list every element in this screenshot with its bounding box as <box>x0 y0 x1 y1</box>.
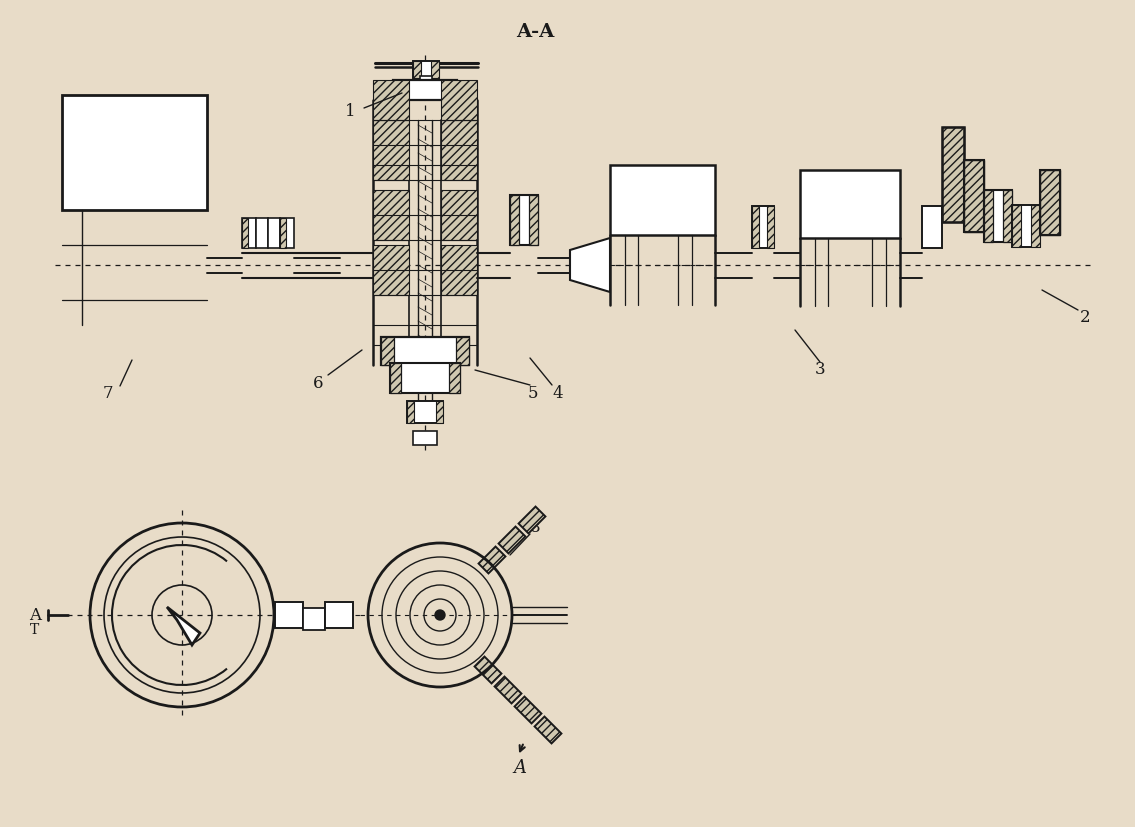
Bar <box>373 120 409 180</box>
Polygon shape <box>519 507 546 533</box>
Bar <box>447 80 457 100</box>
Bar <box>442 120 477 180</box>
Polygon shape <box>570 238 609 292</box>
Text: 4: 4 <box>553 385 563 401</box>
Bar <box>442 80 477 120</box>
Bar <box>767 206 774 248</box>
Bar <box>407 401 414 423</box>
Text: 6: 6 <box>313 375 323 391</box>
Bar <box>456 337 469 365</box>
Bar <box>922 206 942 248</box>
Bar <box>303 608 325 630</box>
Bar <box>420 76 432 88</box>
Polygon shape <box>514 696 541 724</box>
Bar <box>393 80 403 100</box>
Bar <box>1040 170 1060 235</box>
Circle shape <box>435 610 445 620</box>
Bar <box>1031 205 1040 247</box>
Polygon shape <box>535 716 562 743</box>
Bar <box>436 401 443 423</box>
Text: 5: 5 <box>528 385 538 401</box>
Bar <box>964 160 984 232</box>
Bar <box>413 61 439 78</box>
Text: T: T <box>31 623 40 637</box>
Polygon shape <box>479 547 505 573</box>
Bar <box>257 218 268 248</box>
Bar <box>442 245 477 295</box>
Bar <box>325 602 353 628</box>
Text: 7: 7 <box>102 385 114 401</box>
Bar <box>407 401 443 423</box>
Bar <box>431 61 439 78</box>
Bar <box>942 127 964 222</box>
Bar <box>984 190 1012 242</box>
Bar <box>390 363 401 393</box>
Bar <box>510 195 519 245</box>
Bar <box>381 337 469 365</box>
Bar <box>413 61 421 78</box>
Bar <box>393 80 457 100</box>
Text: 2: 2 <box>1079 309 1091 327</box>
Bar <box>942 127 964 222</box>
Bar <box>390 363 460 393</box>
Bar <box>529 195 538 245</box>
Bar <box>62 95 207 210</box>
Text: A-A: A-A <box>516 23 554 41</box>
Bar <box>449 363 460 393</box>
Bar <box>1003 190 1012 242</box>
Polygon shape <box>498 527 526 553</box>
Polygon shape <box>474 657 502 683</box>
Text: 3: 3 <box>815 361 825 379</box>
Bar <box>373 245 409 295</box>
Bar <box>442 190 477 240</box>
Bar <box>609 165 715 235</box>
Bar <box>753 206 759 248</box>
Bar <box>280 218 294 248</box>
Bar <box>381 337 394 365</box>
Bar <box>984 190 993 242</box>
Text: A: A <box>513 759 527 777</box>
Text: 8: 8 <box>530 519 540 536</box>
Bar <box>1012 205 1040 247</box>
Bar <box>268 218 280 248</box>
Bar <box>242 218 257 248</box>
Bar <box>275 602 303 628</box>
Text: 1: 1 <box>345 103 355 121</box>
Bar <box>1012 205 1022 247</box>
Text: A: A <box>30 606 41 624</box>
Polygon shape <box>167 607 200 645</box>
Bar <box>413 431 437 445</box>
Bar <box>964 160 984 232</box>
Bar <box>373 190 409 240</box>
Bar <box>242 218 249 248</box>
Bar <box>753 206 774 248</box>
Bar <box>510 195 538 245</box>
Polygon shape <box>495 676 521 704</box>
Bar <box>280 218 286 248</box>
Bar <box>800 170 900 238</box>
Bar <box>373 80 409 120</box>
Bar <box>1040 170 1060 235</box>
